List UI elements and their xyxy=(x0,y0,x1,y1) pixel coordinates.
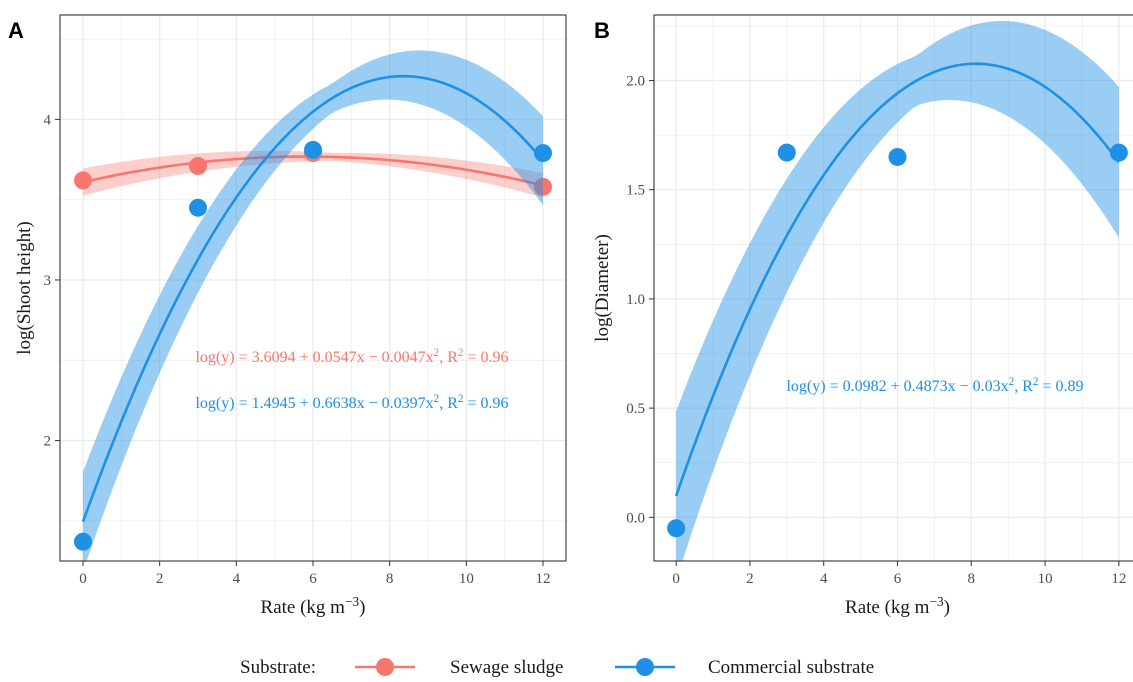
equation-label: log(y) = 3.6094 + 0.0547x − 0.0047x2, R2… xyxy=(195,347,508,366)
grid xyxy=(60,15,566,561)
legend: Substrate: Sewage sludge Commercial substr… xyxy=(240,657,874,678)
plot-area xyxy=(654,15,1133,561)
x-axis-title: Rate (kg m−3) xyxy=(261,594,366,619)
fit-line-0 xyxy=(674,62,1120,497)
panel-letter: B xyxy=(594,18,610,43)
x-tick-label: 10 xyxy=(1038,571,1053,587)
equation-label: log(y) = 1.4945 + 0.6638x − 0.0397x2, R2… xyxy=(195,393,508,412)
y-axis-title: log(Diameter) xyxy=(592,234,613,342)
data-point xyxy=(189,156,207,175)
data-point xyxy=(1109,143,1128,162)
y-tick-label: 0.0 xyxy=(626,510,645,526)
confidence-band-1 xyxy=(83,50,543,561)
x-tick-label: 4 xyxy=(233,571,241,587)
y-tick-label: 2.0 xyxy=(626,74,645,90)
legend-label: Commercial substrate xyxy=(708,657,874,678)
x-tick-label: 12 xyxy=(536,571,551,587)
equation-label: log(y) = 0.0982 + 0.4873x − 0.03x2, R2 =… xyxy=(786,376,1083,395)
x-tick-label: 6 xyxy=(309,571,317,587)
y-axis-title: log(Shoot height) xyxy=(14,221,35,355)
data-point xyxy=(74,532,92,551)
x-tick-label: 0 xyxy=(672,571,680,587)
x-tick-label: 12 xyxy=(1111,571,1126,587)
x-tick-label: 2 xyxy=(746,571,754,587)
data-point xyxy=(534,177,552,196)
y-tick-label: 1.5 xyxy=(626,183,645,199)
legend-title: Substrate: xyxy=(240,657,316,678)
grid xyxy=(654,15,1133,561)
x-axis-title: Rate (kg m−3) xyxy=(845,594,950,619)
y-tick-label: 0.5 xyxy=(626,401,645,417)
data-point xyxy=(304,140,322,159)
data-point xyxy=(534,144,552,163)
legend-key-point xyxy=(376,658,394,676)
panel-b: log(y) = 0.0982 + 0.4873x − 0.03x2, R2 =… xyxy=(592,14,1133,619)
x-tick-label: 0 xyxy=(79,571,87,587)
data-point xyxy=(74,171,92,190)
x-tick-label: 2 xyxy=(156,571,164,587)
y-tick-label: 3 xyxy=(44,273,52,289)
y-tick-label: 2 xyxy=(44,434,52,450)
x-tick-label: 10 xyxy=(459,571,474,587)
series-layer xyxy=(74,50,552,561)
fit-line-1 xyxy=(81,74,544,523)
x-tick-label: 6 xyxy=(894,571,902,587)
series-layer xyxy=(667,20,1128,561)
panel-letter: A xyxy=(8,18,24,43)
y-tick-label: 1.0 xyxy=(626,292,645,308)
data-point xyxy=(667,519,686,538)
x-tick-label: 8 xyxy=(968,571,976,587)
data-point xyxy=(777,143,796,162)
panel-a: log(y) = 3.6094 + 0.0547x − 0.0047x2, R2… xyxy=(8,14,567,619)
confidence-band-0 xyxy=(676,20,1119,561)
x-tick-label: 4 xyxy=(820,571,828,587)
x-tick-label: 8 xyxy=(386,571,394,587)
data-point xyxy=(888,147,907,166)
legend-label: Sewage sludge xyxy=(450,657,563,678)
y-tick-label: 4 xyxy=(44,112,52,128)
legend-key-point xyxy=(636,658,654,676)
data-point xyxy=(189,198,207,217)
